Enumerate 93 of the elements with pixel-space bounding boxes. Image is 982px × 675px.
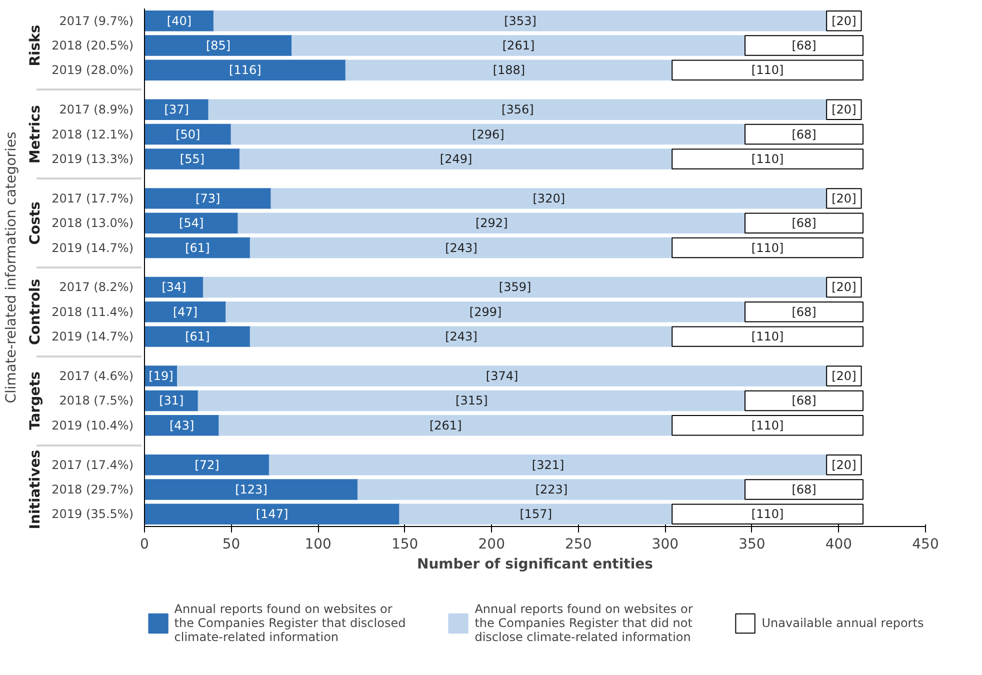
y-tick-label: 2017 (17.4%) (52, 458, 134, 472)
data-label: [61] (185, 240, 210, 255)
data-label: [47] (172, 304, 198, 319)
data-label: [110] (751, 63, 784, 78)
y-tick-label: 2019 (13.3%) (52, 152, 134, 166)
legend-label: Unavailable annual reports (762, 616, 924, 630)
data-label: [110] (751, 507, 784, 522)
data-label: [20] (832, 102, 856, 117)
data-label: [110] (751, 240, 784, 255)
data-label: [188] (492, 63, 526, 78)
x-tick-label: 0 (140, 536, 149, 552)
y-tick-label: 2018 (12.1%) (52, 127, 134, 142)
x-tick-label: 350 (738, 536, 766, 552)
y-tick-label: 2017 (8.2%) (59, 280, 134, 294)
y-tick-label: 2017 (9.7%) (59, 14, 134, 28)
text: Targets (28, 371, 44, 430)
data-label: [31] (159, 394, 184, 408)
data-label: [374] (486, 369, 518, 384)
data-label: [20] (832, 191, 856, 206)
text: Risks (28, 24, 44, 66)
data-label: [353] (504, 14, 536, 28)
data-label: [321] (532, 458, 564, 472)
data-label: [68] (792, 482, 816, 496)
y-tick-label: 2018 (13.0%) (52, 216, 134, 230)
y-tick-label: 2019 (28.0%) (52, 63, 134, 78)
text: Metrics (28, 105, 44, 164)
data-label: [68] (792, 127, 816, 142)
y-tick-label: 2018 (20.5%) (52, 38, 134, 52)
data-label: [110] (751, 330, 784, 344)
legend-label: Annual reports found on websites or the Companies Register that disclosed climate-related information (174, 602, 406, 644)
data-label: [72] (194, 458, 220, 472)
y-tick-label: 2019 (35.5%) (52, 507, 134, 522)
data-label: [37] (164, 102, 189, 117)
data-label: [261] (429, 418, 462, 432)
data-label: [320] (532, 191, 566, 206)
data-label: [68] (792, 394, 816, 408)
x-tick-label: 100 (304, 536, 332, 552)
data-label: [123] (235, 482, 268, 496)
data-label: [50] (176, 127, 200, 142)
y-tick-label: 2018 (29.7%) (52, 482, 134, 496)
text: Initiatives (28, 450, 44, 530)
data-label: [55] (180, 152, 205, 166)
y-tick-label: 2018 (7.5%) (59, 394, 134, 408)
y-tick-label: 2019 (14.7%) (52, 240, 134, 255)
x-tick-label: 400 (825, 536, 852, 552)
data-label: [68] (792, 304, 816, 319)
y-tick-label: 2019 (14.7%) (52, 330, 134, 344)
x-tick-label: 200 (478, 536, 505, 552)
data-label: [292] (475, 216, 508, 230)
data-label: [299] (469, 304, 502, 319)
y-tick-label: 2017 (4.6%) (59, 369, 134, 384)
data-label: [116] (229, 63, 262, 78)
data-label: [243] (445, 240, 478, 255)
data-label: [85] (206, 38, 231, 52)
data-label: [110] (751, 152, 784, 166)
data-label: [356] (502, 102, 534, 117)
data-label: [296] (472, 127, 504, 142)
y-tick-label: 2019 (10.4%) (52, 418, 134, 432)
x-tick-label: 450 (912, 536, 939, 552)
data-label: [40] (166, 14, 192, 28)
x-axis-title: Number of significant entities (417, 556, 653, 572)
y-tick-label: 2017 (8.9%) (59, 102, 134, 117)
data-label: [315] (456, 394, 488, 408)
data-label: [34] (162, 280, 186, 294)
x-tick-label: 50 (222, 536, 240, 552)
data-label: [20] (832, 458, 856, 472)
data-label: [68] (792, 216, 816, 230)
data-label: [110] (751, 418, 784, 432)
x-tick-label: 250 (565, 536, 592, 552)
data-label: [20] (832, 14, 856, 28)
text: Costs (28, 201, 44, 245)
data-label: [73] (196, 191, 220, 206)
data-label: [261] (502, 38, 535, 52)
data-label: [61] (185, 330, 210, 344)
data-label: [20] (832, 280, 856, 294)
data-label: [54] (179, 216, 204, 230)
data-label: [147] (256, 507, 288, 522)
x-tick-label: 300 (652, 536, 679, 552)
y-tick-label: 2018 (11.4%) (52, 304, 134, 319)
x-tick-label: 150 (391, 536, 418, 552)
data-label: [20] (832, 369, 856, 384)
data-label: [243] (445, 330, 478, 344)
data-label: [249] (440, 152, 472, 166)
y-tick-label: 2017 (17.7%) (52, 191, 134, 206)
data-label: [43] (170, 418, 194, 432)
data-label: [68] (792, 38, 816, 52)
data-label: [19] (148, 369, 174, 384)
text: Controls (28, 278, 44, 346)
y-axis-title: Climate-related information categories (4, 132, 20, 404)
data-label: [223] (535, 482, 568, 496)
legend-label: Annual reports found on websites or the Companies Register that did not disclose climate-related information (474, 602, 693, 644)
data-label: [359] (498, 280, 532, 294)
data-label: [157] (520, 507, 552, 522)
